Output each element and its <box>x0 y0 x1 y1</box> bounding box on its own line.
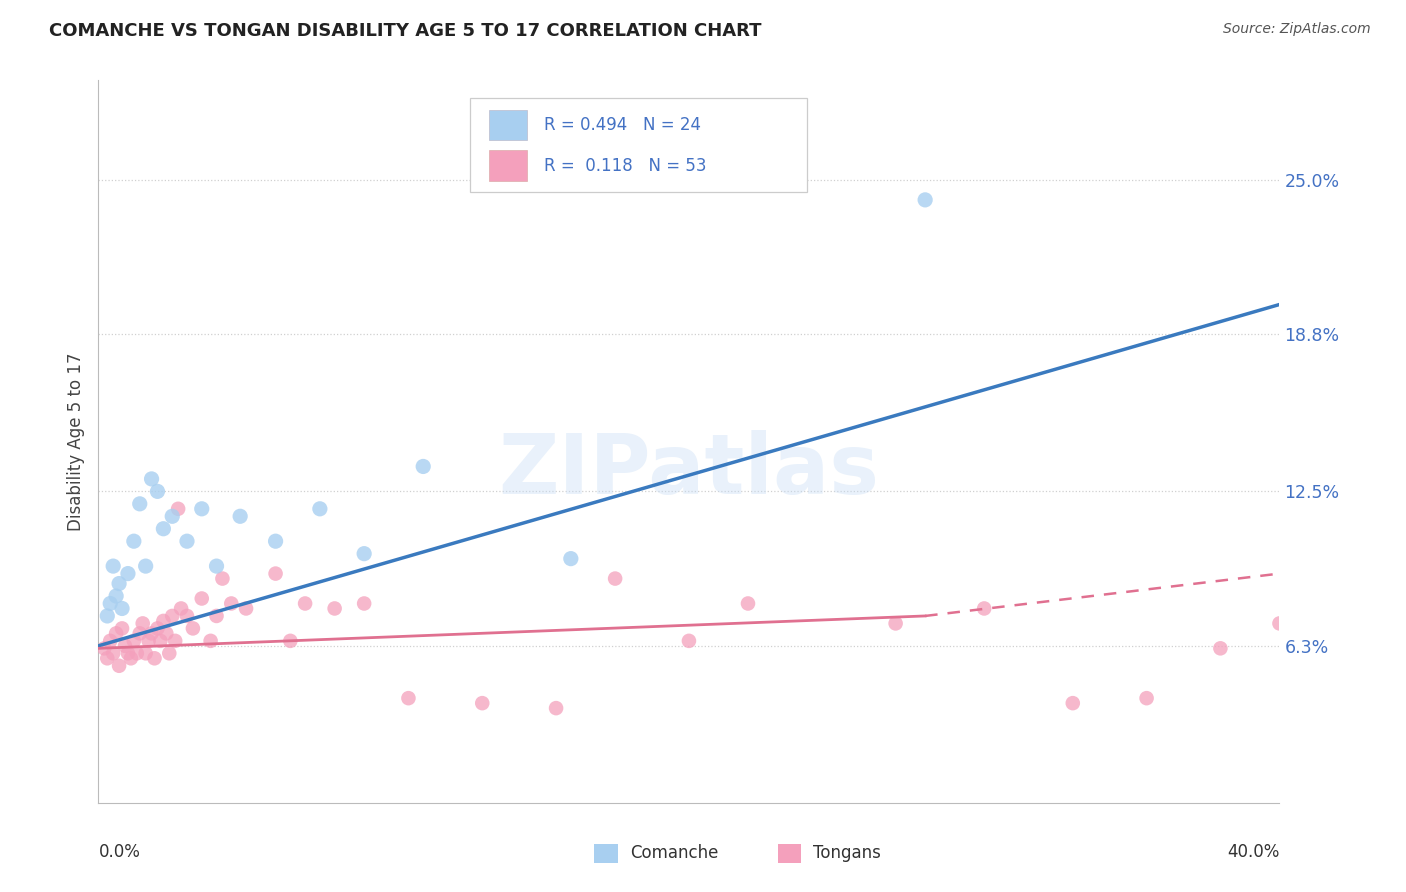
Point <box>211 572 233 586</box>
Point <box>135 646 157 660</box>
Point <box>111 621 134 635</box>
Point <box>1209 641 1232 656</box>
Point <box>1268 616 1291 631</box>
Point <box>105 589 128 603</box>
Point <box>280 633 302 648</box>
Point <box>146 621 169 635</box>
Text: ZIPatlas: ZIPatlas <box>499 430 879 511</box>
Point <box>605 572 627 586</box>
Point <box>157 646 180 660</box>
Bar <box>489 110 527 140</box>
Point <box>546 701 568 715</box>
Point <box>264 534 287 549</box>
Point <box>128 626 150 640</box>
Point <box>560 551 582 566</box>
Point <box>105 626 128 640</box>
Point <box>973 601 995 615</box>
Point <box>141 472 163 486</box>
Point <box>398 691 420 706</box>
Point <box>294 597 316 611</box>
Point <box>108 658 131 673</box>
Point <box>167 501 190 516</box>
Point <box>155 626 177 640</box>
Point <box>162 509 183 524</box>
Point <box>1062 696 1084 710</box>
Point <box>122 633 145 648</box>
Point <box>176 534 198 549</box>
Text: R = 0.494   N = 24: R = 0.494 N = 24 <box>544 116 700 134</box>
Point <box>200 633 222 648</box>
Text: COMANCHE VS TONGAN DISABILITY AGE 5 TO 17 CORRELATION CHART: COMANCHE VS TONGAN DISABILITY AGE 5 TO 1… <box>49 22 762 40</box>
Point <box>120 651 142 665</box>
FancyBboxPatch shape <box>471 98 807 193</box>
Point <box>138 633 160 648</box>
Point <box>176 609 198 624</box>
Point <box>98 633 121 648</box>
Point <box>181 621 204 635</box>
Point <box>122 534 145 549</box>
Point <box>146 484 169 499</box>
Text: 0.0%: 0.0% <box>98 843 141 861</box>
Point <box>128 497 150 511</box>
Point <box>353 597 375 611</box>
Point <box>737 597 759 611</box>
Point <box>165 633 187 648</box>
Point <box>1298 626 1320 640</box>
Point <box>235 601 257 615</box>
Point <box>152 522 174 536</box>
Bar <box>489 151 527 181</box>
Point <box>111 601 134 615</box>
Point <box>143 651 166 665</box>
Text: Tongans: Tongans <box>813 845 880 863</box>
Point <box>412 459 434 474</box>
Point <box>108 576 131 591</box>
Point <box>117 566 139 581</box>
Point <box>103 559 125 574</box>
Point <box>135 559 157 574</box>
Point <box>471 696 494 710</box>
Point <box>678 633 700 648</box>
Point <box>914 193 936 207</box>
Bar <box>595 844 619 863</box>
Point <box>205 559 228 574</box>
Point <box>152 614 174 628</box>
Point <box>170 601 193 615</box>
Point <box>884 616 907 631</box>
Point <box>117 646 139 660</box>
Point <box>141 626 163 640</box>
Point <box>162 609 183 624</box>
Point <box>98 597 121 611</box>
Point <box>309 501 332 516</box>
Point <box>93 641 115 656</box>
Point <box>125 646 148 660</box>
Point <box>149 633 172 648</box>
Y-axis label: Disability Age 5 to 17: Disability Age 5 to 17 <box>66 352 84 531</box>
Point <box>191 501 214 516</box>
Point <box>96 609 118 624</box>
Text: Comanche: Comanche <box>630 845 718 863</box>
Point <box>1136 691 1159 706</box>
Text: Source: ZipAtlas.com: Source: ZipAtlas.com <box>1223 22 1371 37</box>
Point <box>114 639 136 653</box>
Point <box>205 609 228 624</box>
Text: 40.0%: 40.0% <box>1227 843 1279 861</box>
Point <box>229 509 252 524</box>
Point <box>132 616 155 631</box>
Text: R =  0.118   N = 53: R = 0.118 N = 53 <box>544 156 706 175</box>
Point <box>191 591 214 606</box>
Point <box>323 601 346 615</box>
Point <box>103 646 125 660</box>
Point <box>264 566 287 581</box>
Point <box>96 651 118 665</box>
Point <box>221 597 243 611</box>
Bar <box>778 844 801 863</box>
Point <box>353 547 375 561</box>
